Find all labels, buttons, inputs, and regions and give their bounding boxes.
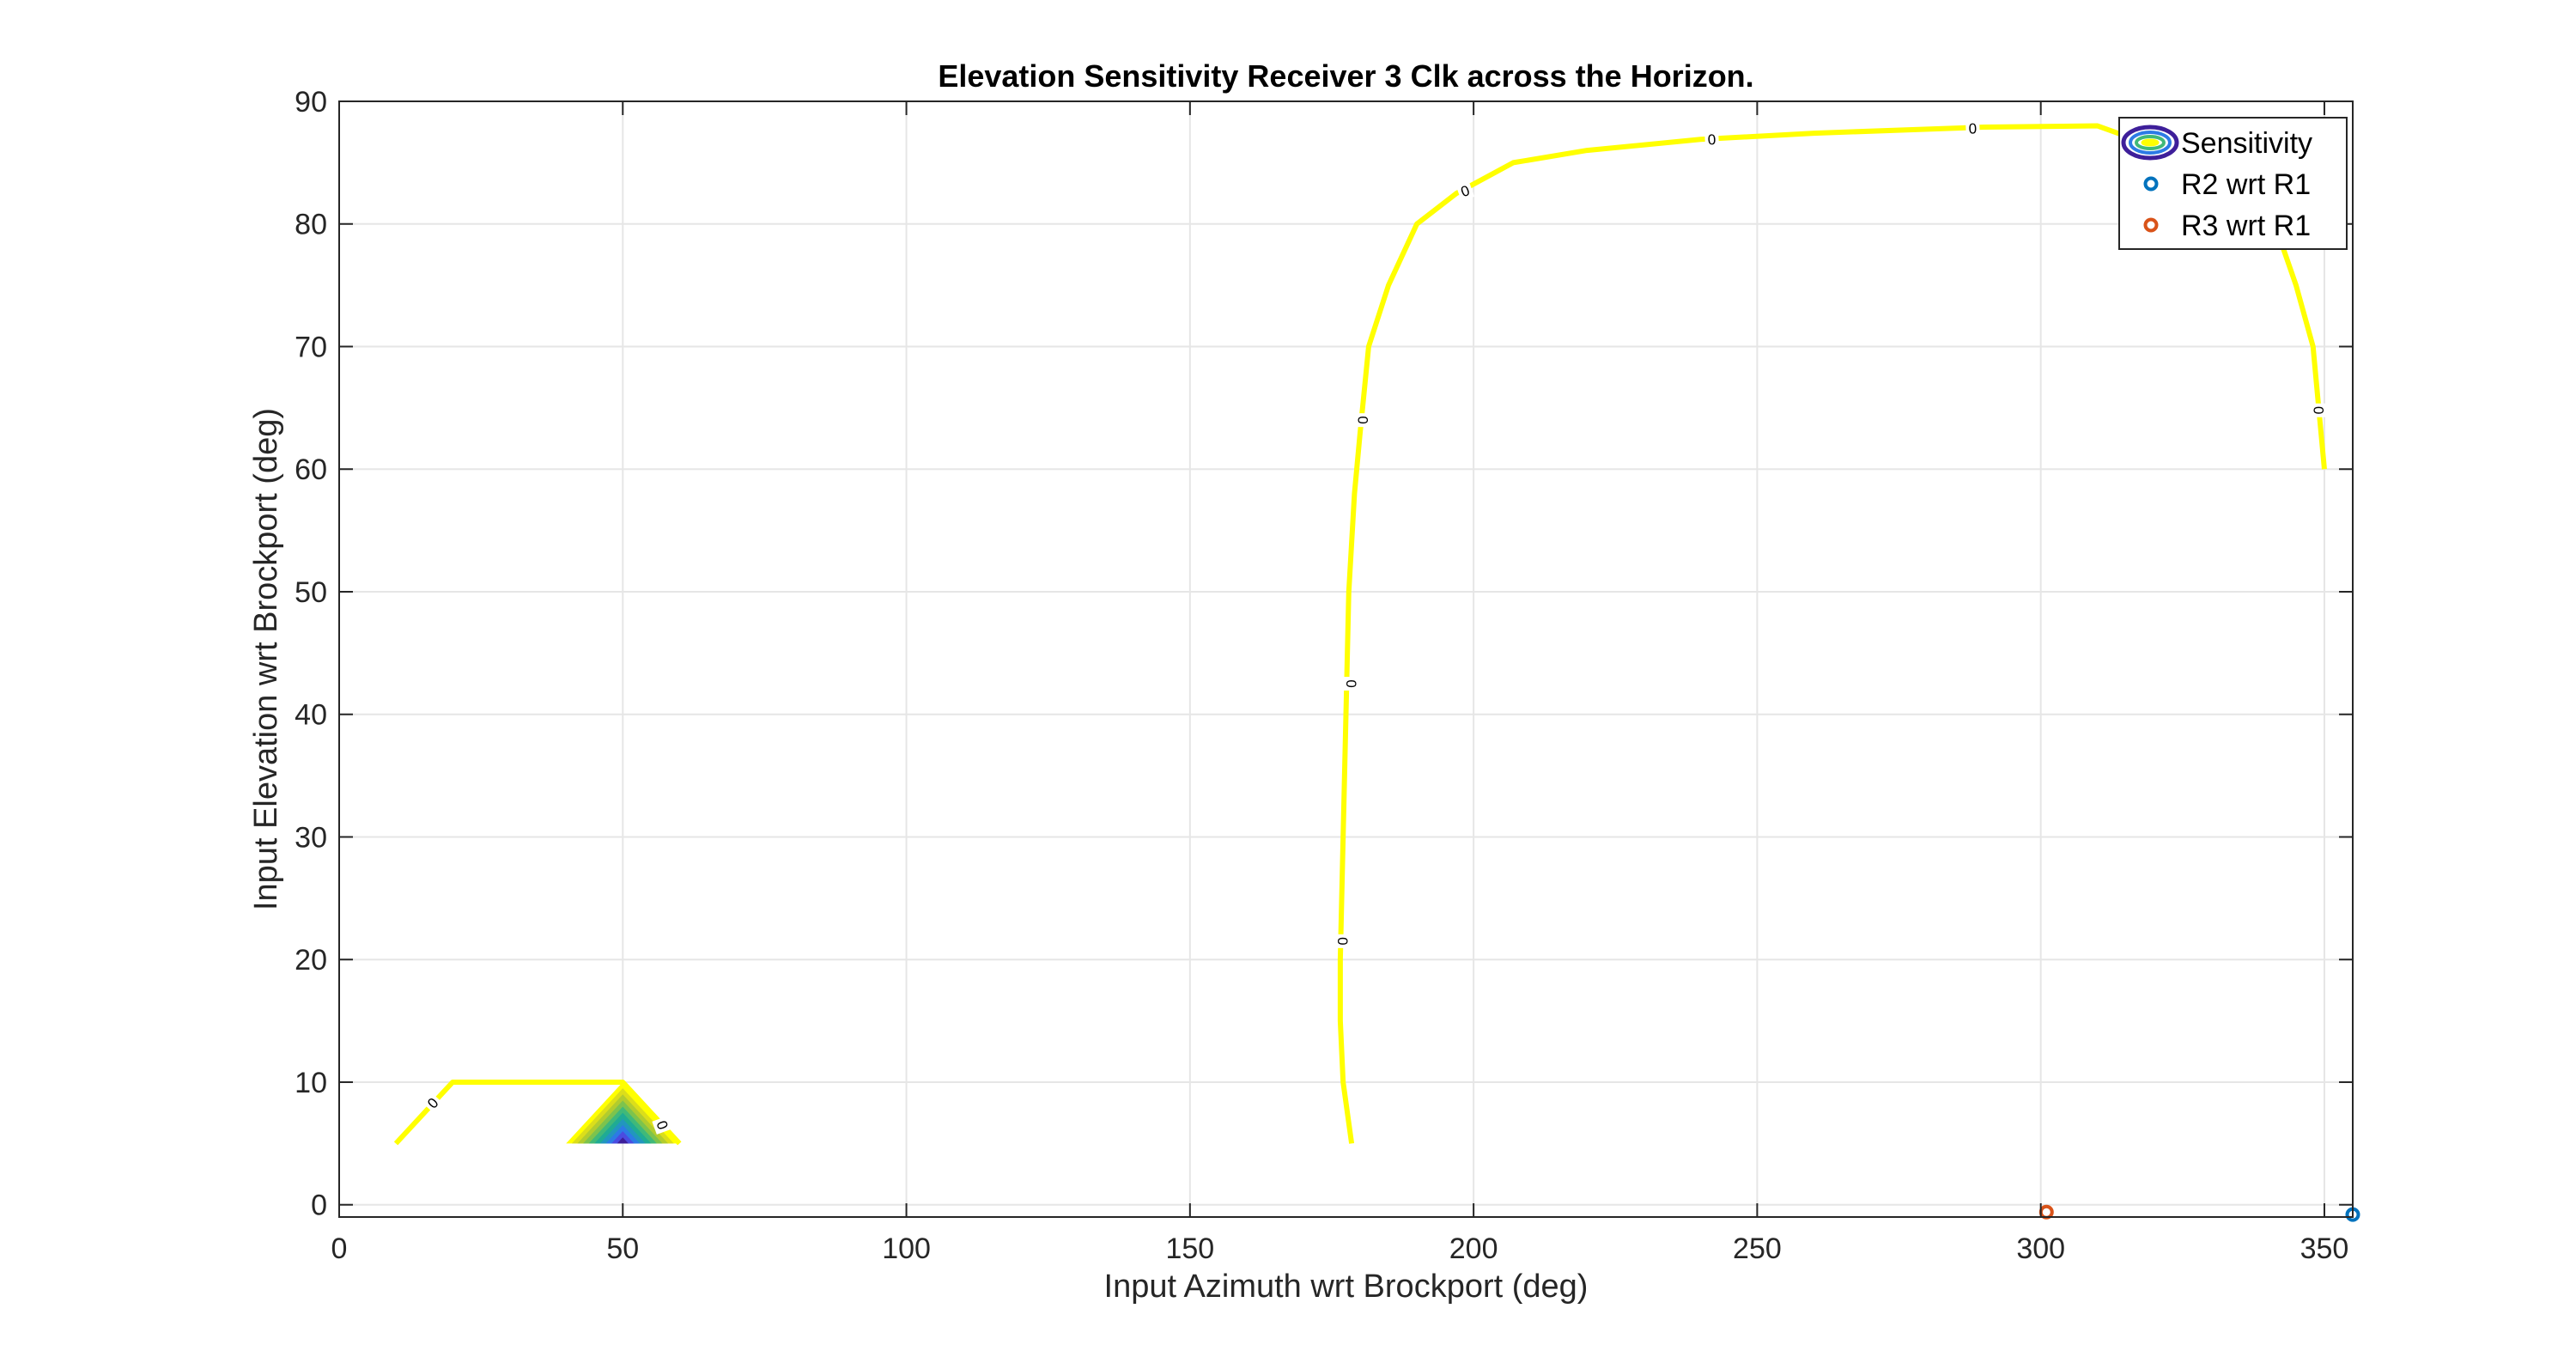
legend-entry-label: R3 wrt R1 — [2181, 210, 2311, 242]
contour-label-bg — [1704, 128, 1720, 149]
contour-label-bg — [1334, 934, 1354, 948]
contour-fill-level — [617, 1137, 629, 1144]
contour-label: 0 — [1707, 131, 1716, 148]
x-axis-label: Input Azimuth wrt Brockport (deg) — [1104, 1269, 1589, 1305]
contour-label: 0 — [1334, 937, 1351, 945]
y-tick-label: 80 — [295, 209, 327, 241]
legend-marker-circle — [2143, 217, 2159, 233]
plot-content: 0 0 0 0 0 0 0 0 0 — [393, 118, 2360, 1222]
contour-ring — [2129, 131, 2172, 155]
axis-ticks: 0 50 100 150 200 250 300 350 0 10 20 30 40 50 60 70 80 90 — [295, 86, 2353, 1265]
contour-label: 0 — [1354, 416, 1370, 423]
y-tick-label: 40 — [295, 699, 327, 732]
y-axis-label: Input Elevation wrt Brockport (deg) — [248, 408, 284, 910]
y-tick-label: 30 — [295, 821, 327, 854]
legend-entry-label: R2 wrt R1 — [2181, 168, 2311, 201]
y-tick-label: 0 — [311, 1190, 327, 1222]
x-tick-label: 250 — [1733, 1232, 1782, 1265]
contour-label-group: 0 — [420, 1091, 444, 1114]
contour-label-group: 0 — [1455, 179, 1475, 202]
contour-label: 0 — [1968, 120, 1977, 137]
contour-label-group: 0 — [1354, 413, 1374, 428]
axes-box — [338, 100, 2354, 1218]
legend-entry-label: Sensitivity — [2181, 127, 2312, 160]
contour-ring — [2141, 138, 2160, 147]
contour-label: 0 — [2310, 406, 2326, 414]
contour-label-bg — [420, 1091, 444, 1114]
y-tick-label: 90 — [295, 86, 327, 119]
x-tick-label: 50 — [606, 1232, 639, 1265]
contour-label-group: 0 — [1343, 677, 1363, 691]
x-tick-label: 300 — [2016, 1232, 2065, 1265]
contour-label-bg — [1965, 118, 1980, 137]
y-tick-label: 70 — [295, 331, 327, 363]
y-tick-label: 20 — [295, 944, 327, 977]
sensitivity-contour-icon — [2121, 125, 2179, 161]
contour-label-bg — [1455, 179, 1475, 202]
contour-label-group: 0 — [1704, 128, 1720, 149]
contour-label-group: 0 — [2310, 403, 2330, 417]
contour-label-bg — [1354, 413, 1374, 428]
contour-label-group: 0 — [1965, 118, 1980, 137]
contour-label: 0 — [1343, 679, 1359, 687]
contour-ring — [2121, 125, 2179, 161]
x-tick-label: 350 — [2300, 1232, 2349, 1265]
y-tick-label: 60 — [295, 453, 327, 486]
contour-ring — [2135, 135, 2166, 150]
contour-label-bg — [1343, 677, 1363, 691]
legend-marker-circle — [2143, 176, 2159, 192]
y-tick-label: 50 — [295, 576, 327, 609]
chart-title: Elevation Sensitivity Receiver 3 Clk acr… — [938, 58, 1753, 94]
x-tick-label: 100 — [882, 1232, 931, 1265]
grid-lines — [338, 100, 2353, 1217]
contour-label-group: 0 — [652, 1115, 675, 1135]
legend: Sensitivity R2 wrt R1 R3 wrt R1 — [2118, 117, 2348, 250]
x-tick-label: 0 — [331, 1232, 348, 1265]
y-tick-label: 10 — [295, 1067, 327, 1099]
x-tick-label: 200 — [1449, 1232, 1498, 1265]
contour-label-group: 0 — [1334, 934, 1354, 948]
contour-label-bg — [652, 1115, 675, 1135]
contour-label-bg — [2310, 403, 2330, 417]
contour-line-zero — [393, 1079, 682, 1146]
x-tick-label: 150 — [1165, 1232, 1214, 1265]
